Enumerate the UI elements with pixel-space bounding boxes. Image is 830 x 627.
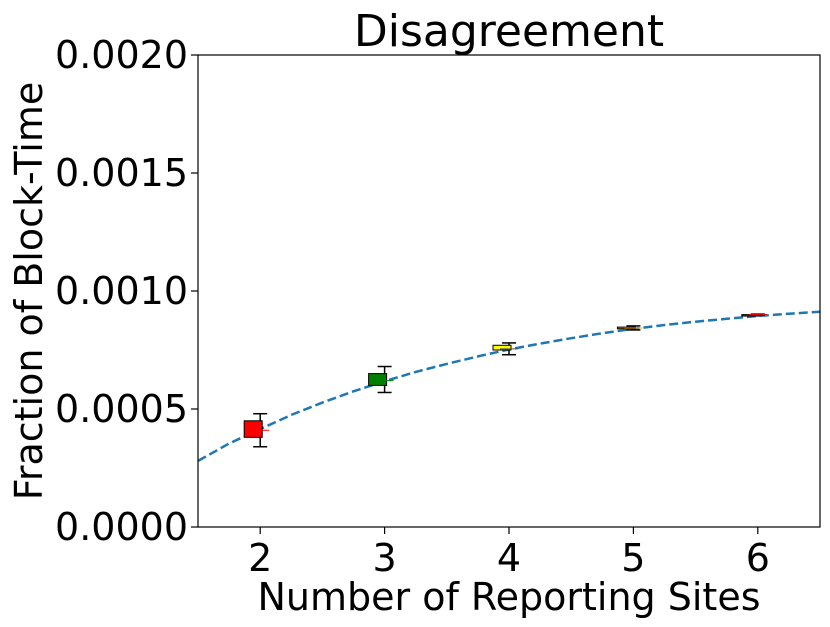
- box-3: [368, 365, 394, 394]
- box-6: [741, 313, 767, 317]
- plot-frame: [197, 54, 821, 528]
- chart-title: Disagreement: [354, 6, 664, 57]
- y-tick-label: 0.0015: [55, 151, 188, 195]
- y-tick-label: 0.0005: [55, 387, 188, 431]
- y-tick-label: 0.0010: [55, 269, 188, 313]
- x-axis-title: Number of Reporting Sites: [258, 575, 761, 619]
- y-tick-label: 0.0000: [55, 505, 188, 549]
- y-axis-title: Fraction of Block-Time: [7, 82, 51, 500]
- x-tick-label: 6: [746, 536, 770, 580]
- y-axis: 0.0000 0.0005 0.0010 0.0015 0.0020: [55, 33, 198, 549]
- box-body: [492, 344, 512, 351]
- x-tick-label: 3: [373, 536, 397, 580]
- plot-area: [197, 54, 821, 528]
- fit-curve: [198, 310, 820, 462]
- y-tick-label: 0.0020: [55, 33, 188, 77]
- box-body: [243, 420, 263, 438]
- x-tick-label: 4: [497, 536, 521, 580]
- x-tick-label: 5: [621, 536, 645, 580]
- x-tick-label: 2: [248, 536, 272, 580]
- x-axis: 2 3 4 5 6: [248, 527, 770, 580]
- box-4: [492, 342, 518, 356]
- box-5: [616, 325, 643, 331]
- box-2: [243, 412, 270, 448]
- box-body: [368, 373, 388, 386]
